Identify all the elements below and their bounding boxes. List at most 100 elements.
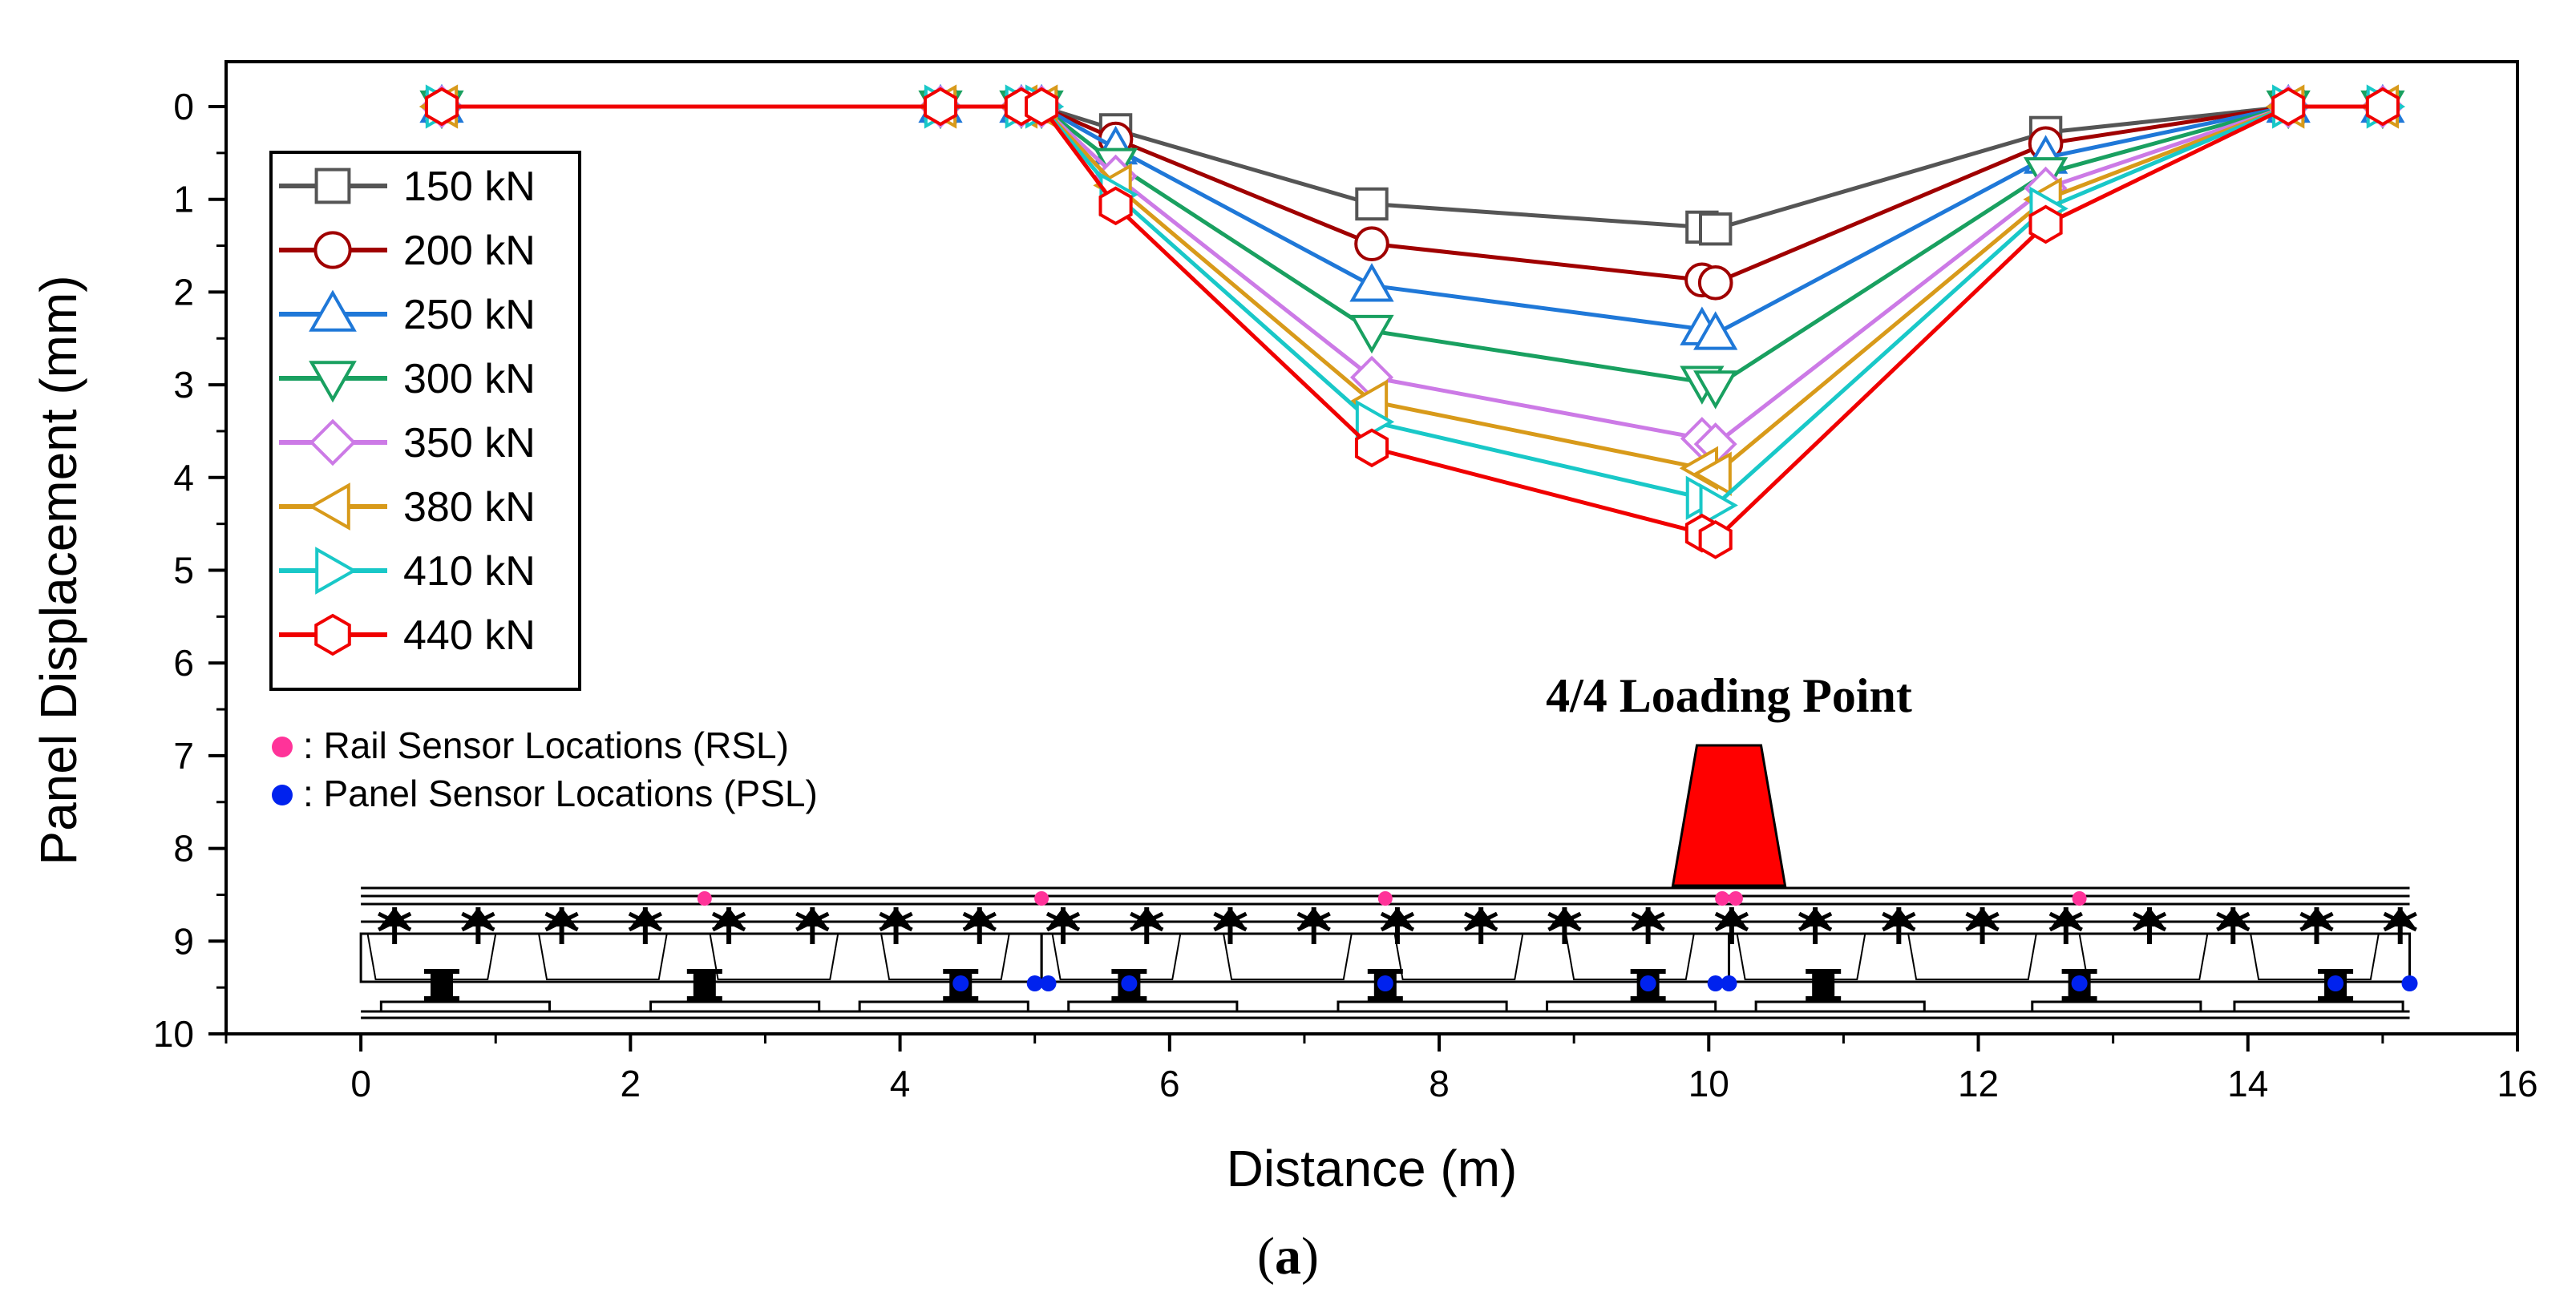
triangle-up-marker: [309, 289, 357, 332]
triangle-down-marker: [309, 361, 357, 403]
base-plate: [2031, 1000, 2202, 1013]
rail-sensor-dot: [1715, 891, 1730, 906]
legend-label: 350 kN: [403, 420, 536, 466]
x-tick-label: 6: [1159, 1063, 1180, 1104]
triangle-up-marker: [1349, 263, 1394, 302]
x-tick-label: 12: [1958, 1063, 1999, 1104]
base-plate: [649, 1000, 821, 1013]
sub-panel: [2249, 933, 2380, 980]
legend-label: 410 kN: [403, 548, 536, 595]
x-tick-label: 2: [621, 1063, 641, 1104]
sub-panel: [366, 933, 497, 980]
fastener: [2383, 907, 2417, 944]
legend-entry: 410 kN: [279, 547, 536, 595]
fastener: [1464, 907, 1498, 944]
fastener: [544, 907, 579, 944]
base-plate: [2233, 1000, 2404, 1013]
y-tick-label: 8: [173, 828, 194, 870]
triangle-left-marker: [1692, 451, 1732, 496]
hexagon-marker: [923, 87, 958, 127]
legend-label: 200 kN: [403, 228, 536, 274]
panel-sensor-dot: [952, 975, 969, 991]
y-tick-label: 5: [173, 550, 194, 591]
rail-sensor-legend-dot: [272, 737, 293, 757]
fastener: [378, 907, 412, 944]
rail-sensor-dot: [1377, 891, 1393, 906]
clamp: [1806, 969, 1842, 1001]
circle-marker: [1354, 226, 1389, 262]
diamond-marker: [309, 418, 357, 466]
triangle-up-marker: [1693, 311, 1738, 350]
hexagon-marker: [424, 87, 459, 127]
fastener: [2048, 907, 2083, 944]
hexagon-marker: [1698, 520, 1733, 559]
legend-entry: 380 kN: [279, 482, 536, 531]
base-plate: [1546, 1000, 1717, 1013]
sub-panel: [2078, 933, 2209, 980]
legend-label: 150 kN: [403, 163, 536, 210]
legend-entry: 350 kN: [279, 418, 536, 466]
legend-entry: 150 kN: [279, 163, 536, 210]
track-structure-diagram: [359, 886, 2418, 1019]
square-marker: [314, 168, 351, 204]
square-marker: [1355, 187, 1389, 221]
fastener: [1798, 907, 1833, 944]
square-marker: [1699, 212, 1733, 246]
panel-sensor-dot: [1640, 975, 1656, 991]
fastener: [962, 907, 997, 944]
series-line: [441, 104, 2383, 232]
x-tick-label: 4: [890, 1063, 911, 1104]
fastener: [1547, 907, 1582, 944]
fastener: [1130, 907, 1164, 944]
legend-label: 300 kN: [403, 356, 536, 402]
hexagon-marker: [2365, 87, 2400, 127]
fastener: [2299, 907, 2334, 944]
fastener: [1213, 907, 1248, 944]
fastener: [2132, 907, 2167, 944]
sub-panel: [1907, 933, 2038, 980]
sub-panel: [1393, 933, 1524, 980]
fastener: [1296, 907, 1331, 944]
fastener: [2216, 907, 2250, 944]
sub-panel: [1222, 933, 1353, 980]
triangle-down-marker: [1693, 370, 1738, 410]
legend-label: 250 kN: [403, 292, 536, 338]
rail-sensor-dot: [697, 891, 712, 906]
panel-sensor-dot: [2401, 975, 2418, 991]
x-tick-label: 8: [1429, 1063, 1450, 1104]
series-line: [441, 104, 2383, 447]
y-axis-label: Panel Displacement (mm): [30, 275, 87, 865]
fastener: [1882, 907, 1916, 944]
legend-label: 380 kN: [403, 484, 536, 531]
fastener: [1631, 907, 1665, 944]
panel-sensor-dot: [1377, 975, 1393, 991]
x-tick-label: 14: [2227, 1063, 2268, 1104]
series-line: [441, 104, 2383, 508]
base-plate: [1337, 1000, 1508, 1013]
y-tick-label: 2: [173, 271, 194, 313]
panel-sensor-dot: [1026, 975, 1043, 991]
y-tick-label: 6: [173, 642, 194, 684]
y-tick-label: 10: [153, 1013, 194, 1055]
x-tick-label: 0: [350, 1063, 371, 1104]
circle-marker: [1697, 265, 1733, 301]
x-tick-label: 16: [2497, 1063, 2538, 1104]
panel-sensor-dot: [2071, 975, 2088, 991]
fastener: [1714, 907, 1749, 944]
clamp: [686, 969, 722, 1001]
panel-sensor-dot: [2327, 975, 2344, 991]
clamp: [423, 969, 459, 1001]
panel-sensor-dot: [1121, 975, 1138, 991]
series-line: [441, 104, 2383, 285]
sub-panel: [1736, 933, 1866, 980]
rail-sensor-dot: [2072, 891, 2087, 906]
legend-entry: 440 kN: [279, 612, 536, 659]
loading-block: [1671, 744, 1787, 887]
fastener: [1380, 907, 1415, 944]
fastener: [711, 907, 746, 944]
hexagon-marker: [1098, 186, 1133, 226]
fastener: [1045, 907, 1081, 944]
fastener: [1965, 907, 2000, 944]
triangle-down-marker: [1349, 314, 1394, 354]
fastener: [628, 907, 662, 944]
